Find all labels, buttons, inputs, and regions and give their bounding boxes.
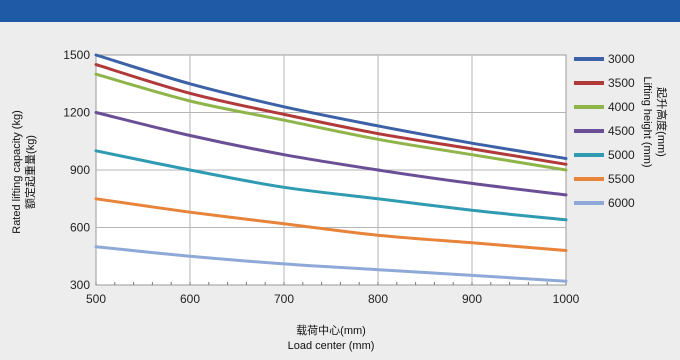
x-axis-ticks: 500 600 700 800 900 1000 [86,292,580,306]
x-tick-label: 500 [86,292,106,306]
legend-label-3000: 3000 [608,52,635,66]
x-tick-label: 1000 [553,292,580,306]
x-tick-label: 900 [462,292,482,306]
legend: 3000 3500 4000 4500 5000 5500 6000 [574,52,635,210]
series-line-5500 [94,197,568,252]
y-axis-title-en: Rated lifting capacity (kg) [11,110,23,234]
x-axis-title-en: Load center (mm) [288,340,375,352]
y-tick-label: 1200 [63,106,90,120]
x-axis-title-cn: 载荷中心(mm) [296,324,366,337]
series-line-4000 [94,72,568,172]
x-tick-label: 800 [368,292,388,306]
top-banner [0,0,680,22]
y-axis-ticks: 300 600 900 1200 1500 [63,48,90,292]
legend-label-4000: 4000 [608,100,635,114]
y-axis-title-cn: 额定起重量(kg) [23,135,37,209]
x-tick-label: 700 [274,292,294,306]
series-line-6000 [94,245,568,283]
x-tick-label: 600 [180,292,200,306]
series-line-4500 [94,111,568,197]
legend-label-5000: 5000 [608,148,635,162]
legend-title-en: Lifting height (mm) [641,76,653,167]
series-line-5000 [94,149,568,222]
y-tick-label: 600 [70,221,90,235]
y-tick-label: 1500 [63,48,90,62]
y-tick-label: 300 [70,278,90,292]
legend-label-4500: 4500 [608,124,635,138]
legend-title-cn: 起升高度(mm) [655,87,669,157]
legend-label-6000: 6000 [608,196,635,210]
series-line-3000 [94,53,568,160]
series-lines [94,53,568,283]
series-line-3500 [94,63,568,166]
legend-label-3500: 3500 [608,76,635,90]
y-tick-label: 900 [70,163,90,177]
legend-label-5500: 5500 [608,172,635,186]
